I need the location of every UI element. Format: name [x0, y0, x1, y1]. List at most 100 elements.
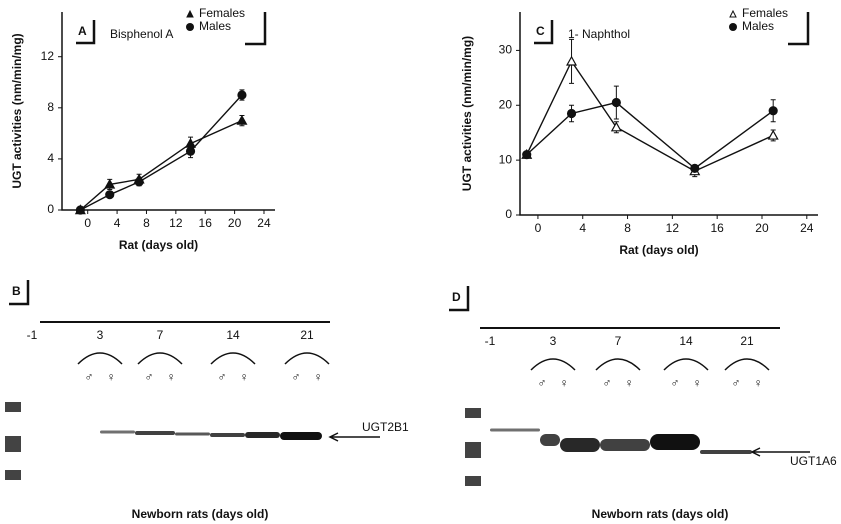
- y-axis-label: UGT activities (nm/min/mg): [10, 33, 24, 188]
- marker: [238, 91, 246, 99]
- lane-arc: [211, 353, 255, 364]
- sex-symbol: ♂: [538, 376, 547, 390]
- x-tick-label: 12: [666, 221, 680, 235]
- legend-marker: [729, 23, 737, 31]
- marker: [568, 110, 576, 118]
- y-tick-label: 20: [499, 97, 513, 111]
- legend-entry: Males: [186, 19, 231, 33]
- legend-bracket: [788, 12, 808, 44]
- sex-symbol: ♀: [107, 370, 116, 384]
- sex-symbol: ♀: [240, 370, 249, 384]
- x-tick-label: 16: [199, 216, 213, 230]
- ladder-band: [5, 470, 21, 480]
- legend-marker: [730, 11, 736, 17]
- lane-label: 21: [740, 334, 754, 348]
- marker: [237, 116, 246, 124]
- x-tick-label: 20: [755, 221, 769, 235]
- blot-x-label: Newborn rats (days old): [132, 507, 269, 521]
- sex-symbol: ♀: [560, 376, 569, 390]
- blot-x-label: Newborn rats (days old): [592, 507, 729, 521]
- y-tick-label: 10: [499, 152, 513, 166]
- sex-symbol: ♂: [671, 376, 680, 390]
- lane-label: 14: [226, 328, 240, 342]
- series-line: [80, 95, 242, 210]
- lane-arc: [664, 359, 708, 370]
- legend-label: Females: [199, 6, 245, 20]
- figure: 0481216202404812UGT activities (nm/min/m…: [0, 0, 841, 524]
- sex-symbol: ♀: [167, 370, 176, 384]
- lane-arc: [285, 353, 329, 364]
- legend-entry: Females: [730, 6, 788, 20]
- marker: [769, 131, 778, 139]
- blot-band: [600, 439, 650, 451]
- ladder-band: [5, 402, 21, 412]
- marker: [106, 191, 114, 199]
- lane-label: -1: [485, 334, 496, 348]
- series-line: [527, 103, 773, 169]
- y-tick-label: 0: [47, 202, 54, 216]
- marker: [76, 206, 84, 214]
- panel-label: A: [78, 24, 87, 38]
- marker: [691, 164, 699, 172]
- ladder-band: [465, 408, 481, 418]
- x-axis-label: Rat (days old): [119, 238, 198, 252]
- x-tick-label: 4: [579, 221, 586, 235]
- legend-entry: Females: [187, 6, 245, 20]
- blot-band: [210, 433, 245, 437]
- lane-arc: [78, 353, 122, 364]
- blot-band: [175, 433, 210, 436]
- x-tick-label: 24: [800, 221, 814, 235]
- x-tick-label: 4: [114, 216, 121, 230]
- lane-arc: [725, 359, 769, 370]
- band-label: UGT2B1: [362, 420, 409, 434]
- marker: [187, 147, 195, 155]
- marker: [523, 151, 531, 159]
- marker: [769, 107, 777, 115]
- legend-entry: Males: [729, 19, 774, 33]
- sex-symbol: ♂: [603, 376, 612, 390]
- x-tick-label: 20: [228, 216, 242, 230]
- blot-band: [100, 431, 135, 434]
- lane-label: 3: [97, 328, 104, 342]
- ladder-band: [465, 476, 481, 486]
- marker: [612, 123, 621, 131]
- ladder-band: [5, 436, 21, 452]
- sex-symbol: ♀: [754, 376, 763, 390]
- y-tick-label: 30: [499, 43, 513, 57]
- blot-band: [135, 431, 175, 435]
- blot-band: [700, 450, 752, 454]
- sex-symbol: ♀: [625, 376, 634, 390]
- blot-band: [540, 434, 560, 446]
- lane-label: 7: [157, 328, 164, 342]
- subtitle: 1- Naphthol: [568, 27, 630, 41]
- blot-band: [280, 432, 322, 440]
- legend-label: Males: [199, 19, 231, 33]
- panel-label: D: [452, 290, 461, 304]
- lane-label: -1: [27, 328, 38, 342]
- blot-band: [245, 432, 280, 438]
- x-tick-label: 8: [624, 221, 631, 235]
- sex-symbol: ♂: [732, 376, 741, 390]
- lane-label: 14: [679, 334, 693, 348]
- x-tick-label: 0: [84, 216, 91, 230]
- x-tick-label: 16: [710, 221, 724, 235]
- x-tick-label: 8: [143, 216, 150, 230]
- y-tick-label: 4: [47, 151, 54, 165]
- legend-label: Males: [742, 19, 774, 33]
- lane-arc: [531, 359, 575, 370]
- lane-arc: [138, 353, 182, 364]
- sex-symbol: ♀: [693, 376, 702, 390]
- marker: [135, 178, 143, 186]
- blot-band: [490, 429, 540, 432]
- band-arrow: [330, 433, 380, 441]
- sex-symbol: ♂: [145, 370, 154, 384]
- ladder-band: [465, 442, 481, 458]
- panel-label: B: [12, 284, 21, 298]
- blot-band: [560, 438, 600, 452]
- subtitle: Bisphenol A: [110, 27, 173, 41]
- lane-label: 7: [615, 334, 622, 348]
- blot-band: [650, 434, 700, 450]
- y-tick-label: 0: [505, 207, 512, 221]
- y-axis-label: UGT activities (nm/min/mg): [460, 36, 474, 191]
- lane-label: 21: [300, 328, 314, 342]
